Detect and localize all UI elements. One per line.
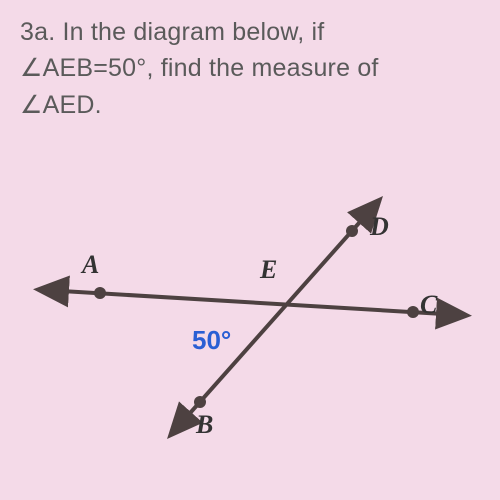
angle-symbol: ∠ xyxy=(20,54,43,82)
question-line1: In the diagram below, if xyxy=(63,18,325,46)
diagram-svg xyxy=(0,160,500,480)
line-ac xyxy=(45,290,460,315)
question-line2-post: find the measure of xyxy=(161,54,379,82)
angle-aeb-value: 50° xyxy=(192,325,231,356)
label-d: D xyxy=(370,212,389,242)
question-number: 3a. xyxy=(20,18,55,46)
label-b: B xyxy=(196,410,213,440)
point-a xyxy=(94,287,106,299)
point-d xyxy=(346,225,358,237)
point-c xyxy=(407,306,419,318)
label-a: A xyxy=(82,250,99,280)
label-e: E xyxy=(260,255,277,285)
line-bd xyxy=(175,205,375,430)
question-text: 3a. In the diagram below, if ∠AEB=50°, f… xyxy=(0,0,500,135)
point-b xyxy=(194,396,206,408)
label-c: C xyxy=(420,290,437,320)
question-given-angle: AEB=50°, xyxy=(43,54,154,82)
diagram: A C D B E 50° xyxy=(0,160,500,480)
question-find-angle: AED. xyxy=(43,91,102,119)
angle-symbol: ∠ xyxy=(20,91,43,119)
